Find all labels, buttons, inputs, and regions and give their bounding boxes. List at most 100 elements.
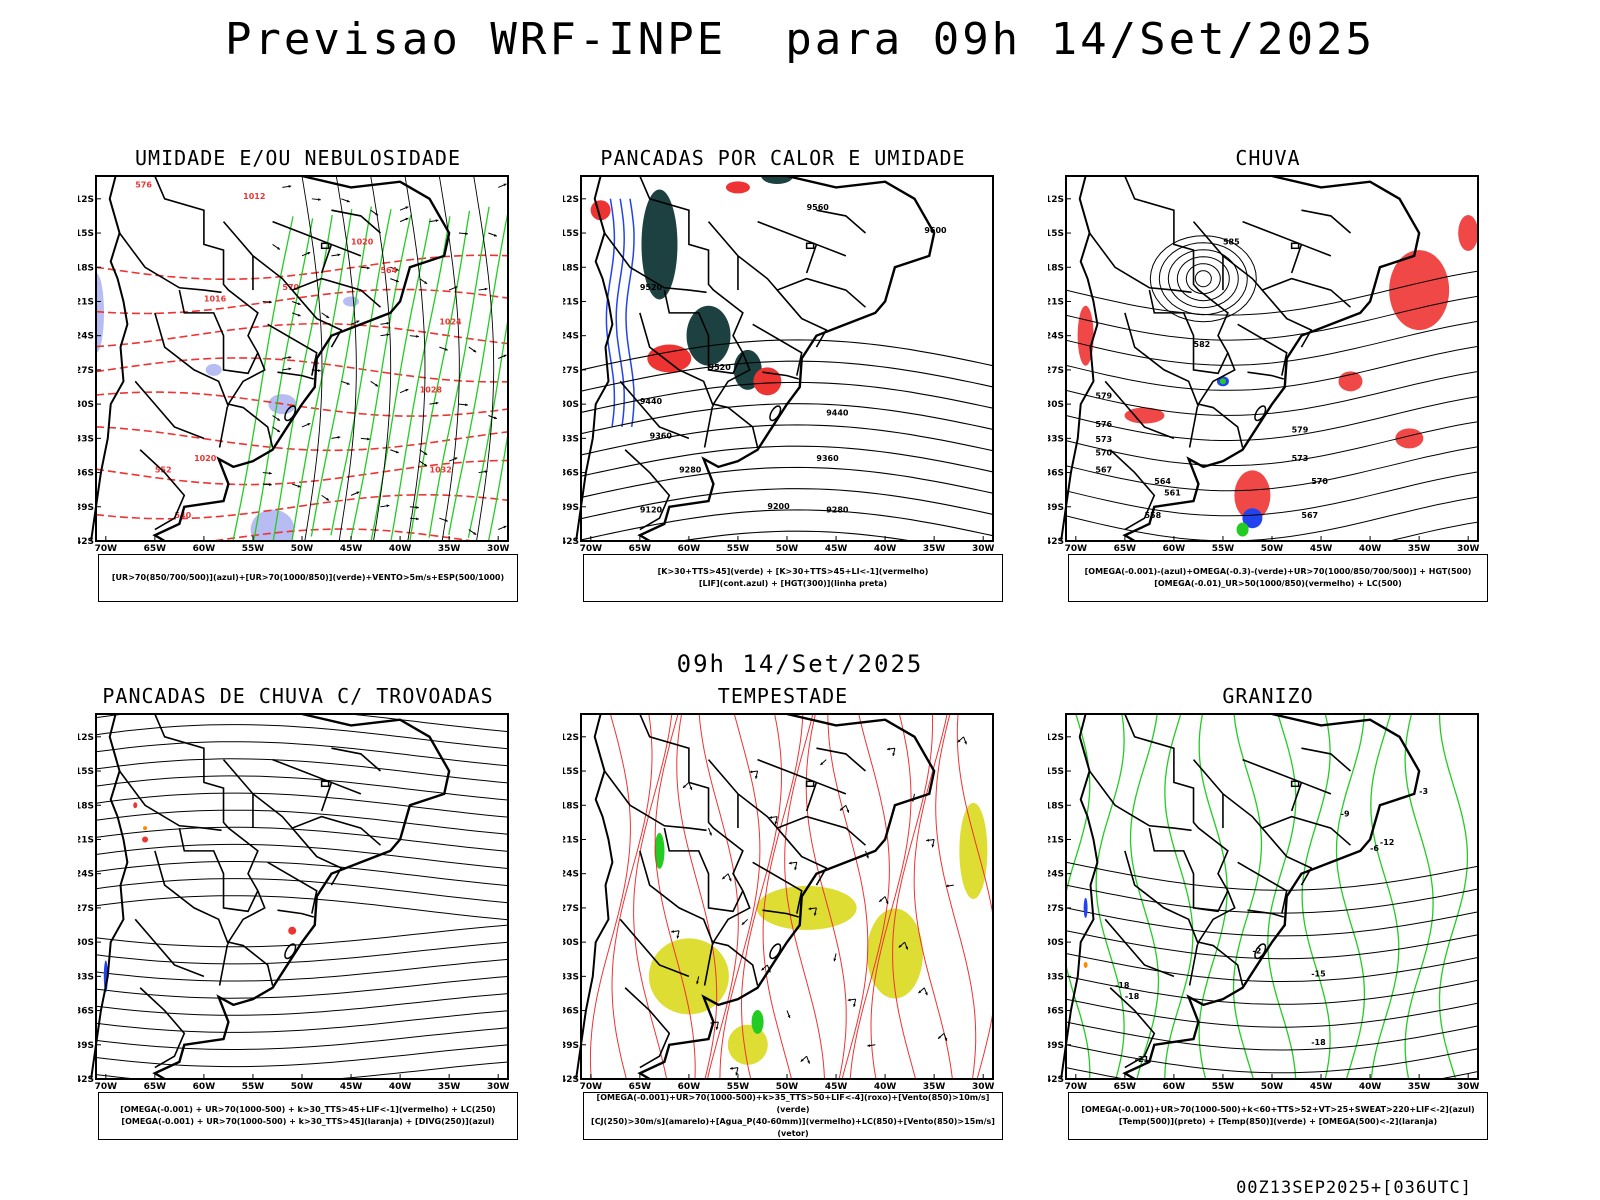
lc250-streamline [96, 714, 508, 733]
thickness-line [96, 426, 508, 452]
map-chuva: 585 582 579 576 573 570 567 564 561 558 579 573 570 5… [1048, 174, 1479, 552]
lat-label: 33S [563, 434, 579, 444]
lon-label: 35W [438, 544, 461, 552]
lat-label: 27S [78, 366, 94, 376]
lat-label: 33S [78, 434, 94, 444]
wind-vector-head [288, 185, 292, 188]
wind850-vector-head [847, 998, 851, 1002]
lc850-streamline [633, 714, 673, 1079]
lon-label: 55W [1212, 1082, 1235, 1090]
contour-label: 9440 [826, 409, 849, 418]
k-tts-li-area-red [753, 367, 782, 396]
wind850-vector-head [722, 876, 726, 880]
humidity-contour-green [232, 216, 294, 541]
lat-label: 18S [78, 263, 94, 273]
lc250-streamline [96, 1044, 508, 1068]
jetstream-area-yellow [866, 908, 923, 999]
contour-label: 564 [1154, 477, 1171, 486]
lc850-streamline [827, 714, 869, 1079]
streamline-ring [1176, 256, 1230, 302]
wind850-vector-head [676, 935, 680, 939]
lon-label: 70W [1065, 1082, 1088, 1090]
state-border [1290, 244, 1303, 274]
lc250-streamline [96, 993, 508, 1016]
map-frame [1065, 713, 1479, 1080]
wind850-vector-head [866, 855, 869, 859]
lc850-streamline [805, 714, 847, 1079]
rain-area-red [1234, 470, 1271, 521]
wind-vector-head [424, 452, 428, 455]
lat-label: 30S [1048, 400, 1064, 410]
wind-vector-head [288, 356, 292, 359]
lc250-streamline [96, 724, 508, 750]
lat-label: 15S [1048, 767, 1064, 777]
rain-area-green [1219, 378, 1226, 385]
caption-line: [K>30+TTS>45](verde) + [K>30+TTS>45+LI<-… [657, 567, 929, 576]
state-border [805, 782, 818, 812]
state-border [1124, 850, 1200, 945]
hgt500-contour [1066, 521, 1478, 541]
lat-label: 21S [563, 835, 579, 845]
humidity-contour-green [409, 210, 471, 541]
temp500-contour [1066, 953, 1478, 982]
contour-label: -2 [1252, 947, 1261, 956]
wind850-area-green [654, 832, 665, 869]
state-border [178, 827, 259, 913]
wind850-vector-head [846, 809, 850, 813]
caption-line: [OMEGA(-0.01)_UR>50(1000/850)(vermelho) … [1154, 579, 1402, 588]
temp850-contour [1370, 714, 1400, 1079]
hgt500-contour [1066, 421, 1478, 467]
wind850-vector-head [839, 807, 843, 811]
state-border [1148, 827, 1229, 913]
lat-label: 24S [1048, 870, 1064, 880]
contour-label: 561 [1164, 488, 1181, 497]
lat-label: 30S [563, 938, 579, 948]
lat-label: 15S [78, 229, 94, 239]
humidity-contour-green [350, 214, 412, 540]
caption-line: [OMEGA(-0.001) + UR>70(1000-500) + k>30_… [120, 1105, 496, 1114]
wind-vector-head [277, 429, 280, 433]
contour-label: 570 [1311, 477, 1328, 486]
wind-vector-head [424, 463, 428, 467]
lon-label: 70W [95, 544, 118, 552]
wind850-vector-head [918, 990, 922, 994]
coastline [1122, 712, 1421, 1081]
wind-vector-head [268, 483, 272, 487]
lat-label: 24S [78, 332, 94, 342]
lc850-streamline [654, 714, 696, 1079]
wind-vector-head [277, 417, 280, 421]
temp850-contour [1198, 714, 1228, 1079]
state-border [757, 220, 847, 257]
wind850-vector-head [807, 1060, 810, 1064]
rain-area-red [1395, 428, 1424, 449]
wind850-vector-head [788, 861, 792, 865]
lc850-streamline [698, 714, 739, 1079]
contour-label: 1016 [204, 294, 227, 303]
wind850-vector-head [787, 1015, 791, 1019]
wind-vector-head [395, 268, 399, 271]
lon-label: 45W [825, 544, 848, 552]
state-border [320, 782, 333, 812]
wind-vector-head [493, 233, 497, 237]
lat-label: 39S [563, 503, 579, 513]
lc250-streamline [96, 861, 508, 887]
wind-vector-head [326, 315, 330, 318]
lifted-index-contour [615, 198, 625, 428]
lat-label: 42S [563, 1075, 579, 1085]
state-border [139, 987, 186, 1069]
federal-district [1290, 242, 1300, 250]
lat-label: 12S [1048, 195, 1064, 205]
hgt300-contour [581, 445, 993, 477]
wind850-vector-head [924, 992, 928, 996]
wind-vector-head [337, 435, 341, 439]
lon-label: 60W [678, 1082, 701, 1090]
lat-label: 36S [78, 1007, 94, 1017]
lon-label: 50W [776, 544, 799, 552]
state-border [805, 244, 818, 274]
lat-label: 27S [563, 366, 579, 376]
temp500-contour [1066, 861, 1478, 891]
lc850-streamline [676, 714, 718, 1079]
wind-vector-head [307, 252, 311, 255]
caption-line: [Temp(500)](preto) + [Temp(850)](verde) … [1118, 1117, 1438, 1126]
